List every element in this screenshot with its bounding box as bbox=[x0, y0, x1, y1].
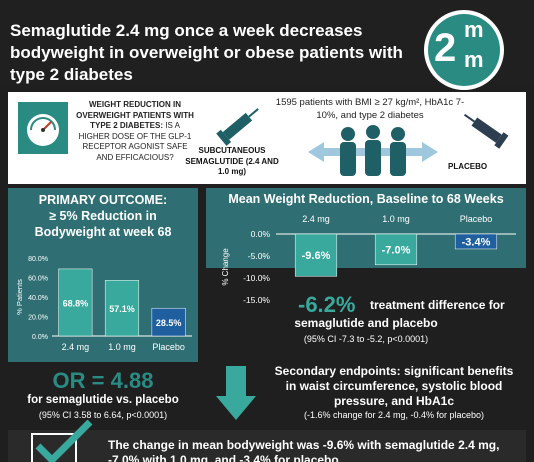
y-tick-label: 0.0% bbox=[251, 229, 271, 239]
y-axis-label: % Patients bbox=[15, 279, 24, 315]
logo-digit: 2 bbox=[434, 26, 457, 70]
y-tick-label: 80.0% bbox=[28, 256, 48, 263]
x-tick-label: Placebo bbox=[460, 214, 493, 224]
y-tick-label: 40.0% bbox=[28, 295, 48, 302]
y-tick-label: -5.0% bbox=[248, 251, 271, 261]
data-label: -3.4% bbox=[462, 236, 491, 248]
x-tick-label: 2.4 mg bbox=[302, 214, 330, 224]
mean-weight-chart-bg bbox=[206, 188, 526, 268]
logo-letter-bottom: m bbox=[464, 47, 484, 72]
treatment-difference-text1: treatment difference for bbox=[370, 298, 505, 312]
secondary-line2: in waist circumference, systolic blood bbox=[285, 379, 503, 393]
data-label: 28.5% bbox=[156, 318, 182, 328]
conclusion-bar: The change in mean bodyweight was -9.6% … bbox=[8, 419, 526, 462]
treatment-difference-ci: (95% CI -7.3 to -5.2, p<0.0001) bbox=[303, 334, 429, 344]
primary-outcome-title-line2: ≥ 5% Reduction in bbox=[49, 209, 157, 223]
primary-outcome-title: PRIMARY OUTCOME: ≥ 5% Reduction in Bodyw… bbox=[8, 192, 198, 240]
logo-2minute-medicine: 2 m m bbox=[424, 10, 504, 90]
population-description: 1595 patients with BMI ≥ 27 kg/m², HbA1c… bbox=[275, 97, 465, 121]
bar bbox=[454, 233, 498, 250]
mean-weight-panel: Mean Weight Reduction, Baseline to 68 We… bbox=[206, 188, 526, 362]
y-tick-label: 0.0% bbox=[32, 334, 48, 341]
headline: Semaglutide 2.4 mg once a week decreases… bbox=[10, 21, 403, 84]
secondary-ci: (-1.6% change for 2.4 mg, -0.4% for plac… bbox=[303, 410, 485, 420]
study-question-bold: WEIGHT REDUCTION IN OVERWEIGHT PATIENTS … bbox=[76, 100, 194, 130]
secondary-line1: Secondary endpoints: significant benefit… bbox=[274, 364, 514, 378]
secondary-endpoints: Secondary endpoints: significant benefit… bbox=[262, 364, 526, 409]
odds-ratio-label: for semaglutide vs. placebo bbox=[27, 394, 179, 406]
mean-weight-chart: 0.0% -5.0% -10.0% -15.0% % Change 2.4 mg -9.6%… bbox=[221, 214, 516, 305]
treatment-difference-value: -6.2% bbox=[298, 292, 356, 317]
placebo-arm-label: PLACEBO bbox=[448, 162, 488, 171]
y-tick-label: 60.0% bbox=[28, 276, 48, 283]
logo-letter-top: m bbox=[464, 17, 484, 42]
syringe-icon bbox=[214, 102, 264, 153]
primary-outcome-chart: 0.0% 20.0% 40.0% 60.0% 80.0% % Patients 68.8% 2… bbox=[15, 256, 192, 352]
placebo-syringe-icon bbox=[460, 106, 510, 157]
primary-outcome-panel: PRIMARY OUTCOME: ≥ 5% Reduction in Bodyw… bbox=[8, 188, 198, 362]
study-question: WEIGHT REDUCTION IN OVERWEIGHT PATIENTS … bbox=[74, 100, 196, 163]
checkmark-icon bbox=[28, 419, 98, 462]
y-axis-label: % Change bbox=[221, 248, 230, 286]
header-bar: Semaglutide 2.4 mg once a week decreases… bbox=[0, 0, 534, 90]
x-tick-label: Placebo bbox=[152, 342, 185, 352]
y-tick-label: -15.0% bbox=[243, 295, 270, 305]
scale-icon bbox=[18, 102, 68, 154]
study-question-rest: IS A HIGHER DOSE OF THE GLP-1 RECEPTOR A… bbox=[78, 121, 192, 162]
mean-weight-title: Mean Weight Reduction, Baseline to 68 We… bbox=[228, 192, 504, 206]
y-tick-label: 20.0% bbox=[28, 315, 48, 322]
bar bbox=[151, 307, 186, 337]
bar bbox=[374, 233, 418, 266]
bar bbox=[58, 268, 93, 337]
bar bbox=[294, 233, 338, 277]
logo-circle: 2 m m bbox=[428, 14, 500, 86]
x-tick-label: 2.4 mg bbox=[62, 342, 90, 352]
x-tick-label: 1.0 mg bbox=[382, 214, 410, 224]
secondary-line3: pressure, and HbA1c bbox=[333, 394, 455, 408]
data-label: -7.0% bbox=[382, 244, 411, 256]
data-label: 57.1% bbox=[109, 304, 135, 314]
odds-ratio: OR = 4.88 bbox=[52, 368, 154, 393]
y-tick-label: -10.0% bbox=[243, 273, 270, 283]
conclusion-text: The change in mean bodyweight was -9.6% … bbox=[108, 438, 500, 462]
primary-outcome-title-line1: PRIMARY OUTCOME: bbox=[38, 193, 168, 207]
patients-icon bbox=[308, 122, 438, 185]
treatment-difference-text2: semaglutide and placebo bbox=[294, 316, 438, 330]
study-design-band: WEIGHT REDUCTION IN OVERWEIGHT PATIENTS … bbox=[8, 92, 526, 184]
bar bbox=[104, 280, 140, 337]
semaglutide-arm-label: SUBCUTANEOUS SEMAGLUTIDE (2.4 AND 1.0 mg… bbox=[185, 146, 279, 176]
data-label: -9.6% bbox=[302, 250, 331, 262]
primary-outcome-title-line3: Bodyweight at week 68 bbox=[34, 225, 172, 239]
x-tick-label: 1.0 mg bbox=[108, 342, 136, 352]
down-arrow-icon bbox=[216, 366, 256, 427]
data-label: 68.8% bbox=[63, 298, 89, 308]
odds-ratio-ci: (95% CI 3.58 to 6.64, p<0.0001) bbox=[38, 410, 168, 420]
